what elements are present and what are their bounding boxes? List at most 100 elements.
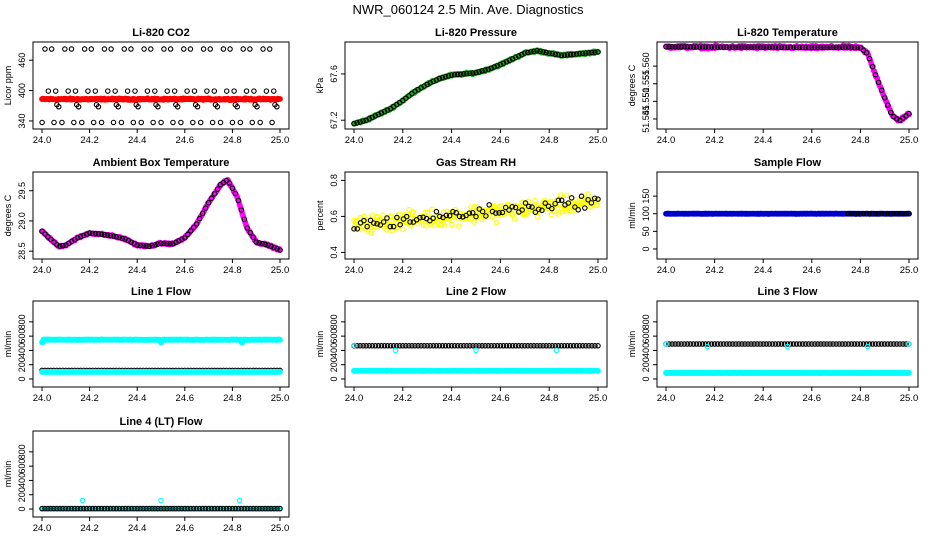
y-tick-label: 400 (17, 343, 27, 358)
data-point (79, 497, 86, 504)
plot-frame (32, 430, 290, 518)
data-point (589, 49, 595, 56)
data-point (522, 50, 528, 56)
y-tick-label: 50 (641, 226, 651, 236)
x-tick-label: 24.2 (705, 135, 724, 146)
data-point (479, 68, 485, 74)
data-point (429, 206, 435, 212)
x-tick-label: 24.4 (442, 393, 461, 404)
y-tick-label: 28.5 (17, 242, 27, 260)
data-point (271, 88, 277, 94)
data-point (375, 111, 382, 118)
y-tick-label: 460 (17, 53, 27, 68)
data-point (564, 52, 571, 58)
x-tick-label: 24.6 (176, 135, 195, 146)
data-point (592, 49, 598, 55)
x-tick-label: 24.6 (491, 265, 510, 276)
data-point (555, 211, 561, 217)
data-point (369, 114, 376, 121)
series-line-2-flow (351, 343, 601, 349)
data-point (525, 49, 531, 56)
data-point (249, 119, 256, 126)
data-point (424, 81, 430, 88)
data-point (585, 191, 591, 197)
y-tick-label: 29.5 (17, 182, 27, 200)
x-tick-label: 24.2 (80, 265, 99, 276)
data-point (52, 88, 59, 94)
data-point (45, 88, 52, 94)
data-point (467, 70, 473, 77)
data-point (363, 117, 369, 123)
data-point (247, 46, 253, 52)
data-point (277, 96, 283, 102)
data-point (236, 497, 243, 504)
data-point (181, 46, 187, 52)
data-point (115, 104, 122, 110)
data-point (243, 88, 250, 94)
data-point (557, 192, 564, 198)
data-point (62, 46, 68, 52)
chart-title: Li-820 Pressure (435, 27, 517, 39)
data-point (540, 49, 546, 55)
data-point (277, 368, 283, 375)
y-tick-label: 400 (641, 343, 651, 358)
data-point (457, 71, 464, 77)
x-tick-label: 24.2 (80, 393, 99, 404)
data-point (191, 88, 198, 94)
data-point (372, 113, 379, 119)
series-line-2-bypass (351, 367, 601, 374)
y-axis-label: ml/min (627, 202, 637, 229)
series-line-3-bypass (663, 369, 912, 376)
data-point (497, 61, 504, 68)
x-tick-label: 24.0 (33, 393, 52, 404)
data-point (470, 70, 476, 76)
data-point (532, 197, 539, 204)
y-tick-label: 200 (641, 357, 651, 372)
data-point (81, 46, 88, 52)
data-point (515, 53, 522, 59)
y-tick-label: 800 (641, 314, 651, 329)
x-tick-label: 24.8 (223, 135, 242, 146)
data-point (378, 110, 385, 116)
data-point (79, 119, 85, 126)
x-tick-label: 25.0 (589, 135, 608, 146)
data-point (491, 64, 498, 70)
y-tick-label: 600 (329, 329, 339, 344)
data-point (436, 75, 443, 82)
data-point (144, 88, 151, 94)
y-tick-label: 0 (329, 376, 339, 381)
data-point (454, 71, 461, 78)
data-point (220, 46, 227, 52)
data-point (171, 88, 178, 94)
data-point (461, 71, 467, 77)
x-tick-label: 24.0 (33, 135, 52, 146)
data-point (234, 104, 240, 110)
data-point (190, 119, 196, 126)
y-axis-label: degrees C (627, 64, 637, 106)
series-box-temperature-markers (39, 177, 283, 253)
data-point (448, 72, 455, 78)
data-point (197, 119, 204, 126)
data-point (555, 52, 562, 58)
chart-title: Li-820 CO2 (132, 27, 189, 39)
data-point (274, 104, 280, 110)
y-tick-label: 800 (329, 314, 339, 329)
y-axis-label: ml/min (3, 461, 13, 488)
x-tick-label: 24.8 (540, 135, 559, 146)
data-point (277, 336, 283, 343)
data-point (663, 341, 669, 347)
data-point (214, 104, 221, 110)
data-point (164, 88, 171, 94)
data-point (150, 119, 156, 126)
x-tick-label: 24.0 (345, 265, 364, 276)
x-tick-label: 24.2 (394, 265, 413, 276)
data-point (445, 73, 452, 79)
data-point (174, 104, 181, 110)
y-tick-label: 0 (17, 506, 27, 511)
data-point (351, 120, 357, 127)
data-point (595, 49, 601, 55)
